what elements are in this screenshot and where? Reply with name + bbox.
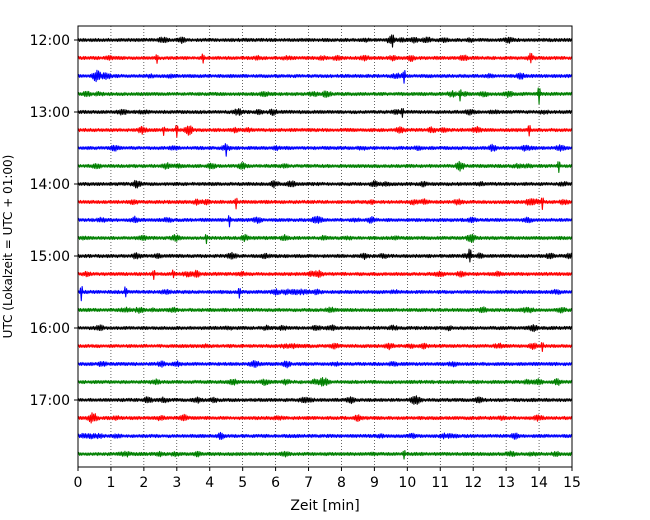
trace-line-13:00 — [77, 107, 573, 118]
trace-line-13:15 — [77, 124, 573, 138]
y-axis-label: UTC (Lokalzeit = UTC + 01:00) — [1, 155, 15, 339]
x-tick-label: 9 — [370, 475, 379, 491]
trace-line-12:00 — [77, 34, 573, 48]
trace-line-14:45 — [77, 233, 573, 245]
x-tick-label: 11 — [431, 475, 449, 491]
trace-line-12:30 — [77, 69, 573, 84]
trace-line-12:45 — [77, 87, 573, 105]
trace-line-16:00 — [77, 324, 573, 333]
y-tick-label: 13:00 — [30, 105, 70, 121]
trace-line-17:45 — [77, 450, 573, 460]
x-tick-label: 15 — [563, 475, 581, 491]
trace-line-13:45 — [77, 160, 573, 173]
trace-line-12:15 — [77, 52, 573, 64]
trace-line-17:15 — [77, 412, 573, 424]
x-tick-label: 4 — [205, 475, 214, 491]
y-tick-label: 15:00 — [30, 249, 70, 265]
trace-line-16:15 — [77, 342, 573, 352]
trace-line-14:00 — [77, 179, 573, 189]
x-axis-label: Zeit [min] — [290, 498, 359, 514]
x-tick-label: 10 — [398, 475, 416, 491]
trace-line-13:30 — [77, 143, 573, 157]
y-tick-label: 14:00 — [30, 177, 70, 193]
x-tick-label: 7 — [304, 475, 313, 491]
y-tick-label: 12:00 — [30, 33, 70, 49]
x-tick-label: 0 — [74, 475, 83, 491]
x-tick-label: 1 — [106, 475, 115, 491]
trace-line-17:00 — [77, 395, 573, 405]
x-tick-label: 5 — [238, 475, 247, 491]
trace-line-15:45 — [77, 306, 573, 314]
x-tick-label: 14 — [530, 475, 548, 491]
trace-line-14:30 — [77, 215, 573, 228]
y-tick-label: 16:00 — [30, 321, 70, 337]
axis-ticks: 0 1 2 3 4 5 6 7 8 9 10 11 12 13 14 1512:0013:0014:0015:… — [30, 33, 581, 491]
trace-line-15:30 — [77, 285, 573, 302]
trace-line-16:45 — [77, 377, 573, 387]
trace-lines — [77, 34, 573, 460]
trace-line-15:00 — [77, 248, 573, 263]
trace-line-16:30 — [77, 360, 573, 369]
y-tick-label: 17:00 — [30, 393, 70, 409]
trace-line-17:30 — [77, 431, 573, 440]
trace-line-15:15 — [77, 269, 573, 281]
x-tick-label: 12 — [464, 475, 482, 491]
x-tick-label: 6 — [271, 475, 280, 491]
x-tick-label: 8 — [337, 475, 346, 491]
x-tick-label: 13 — [497, 475, 515, 491]
x-tick-label: 3 — [172, 475, 181, 491]
x-tick-label: 2 — [139, 475, 148, 491]
plot-frame — [77, 25, 573, 468]
trace-line-14:15 — [77, 197, 573, 210]
